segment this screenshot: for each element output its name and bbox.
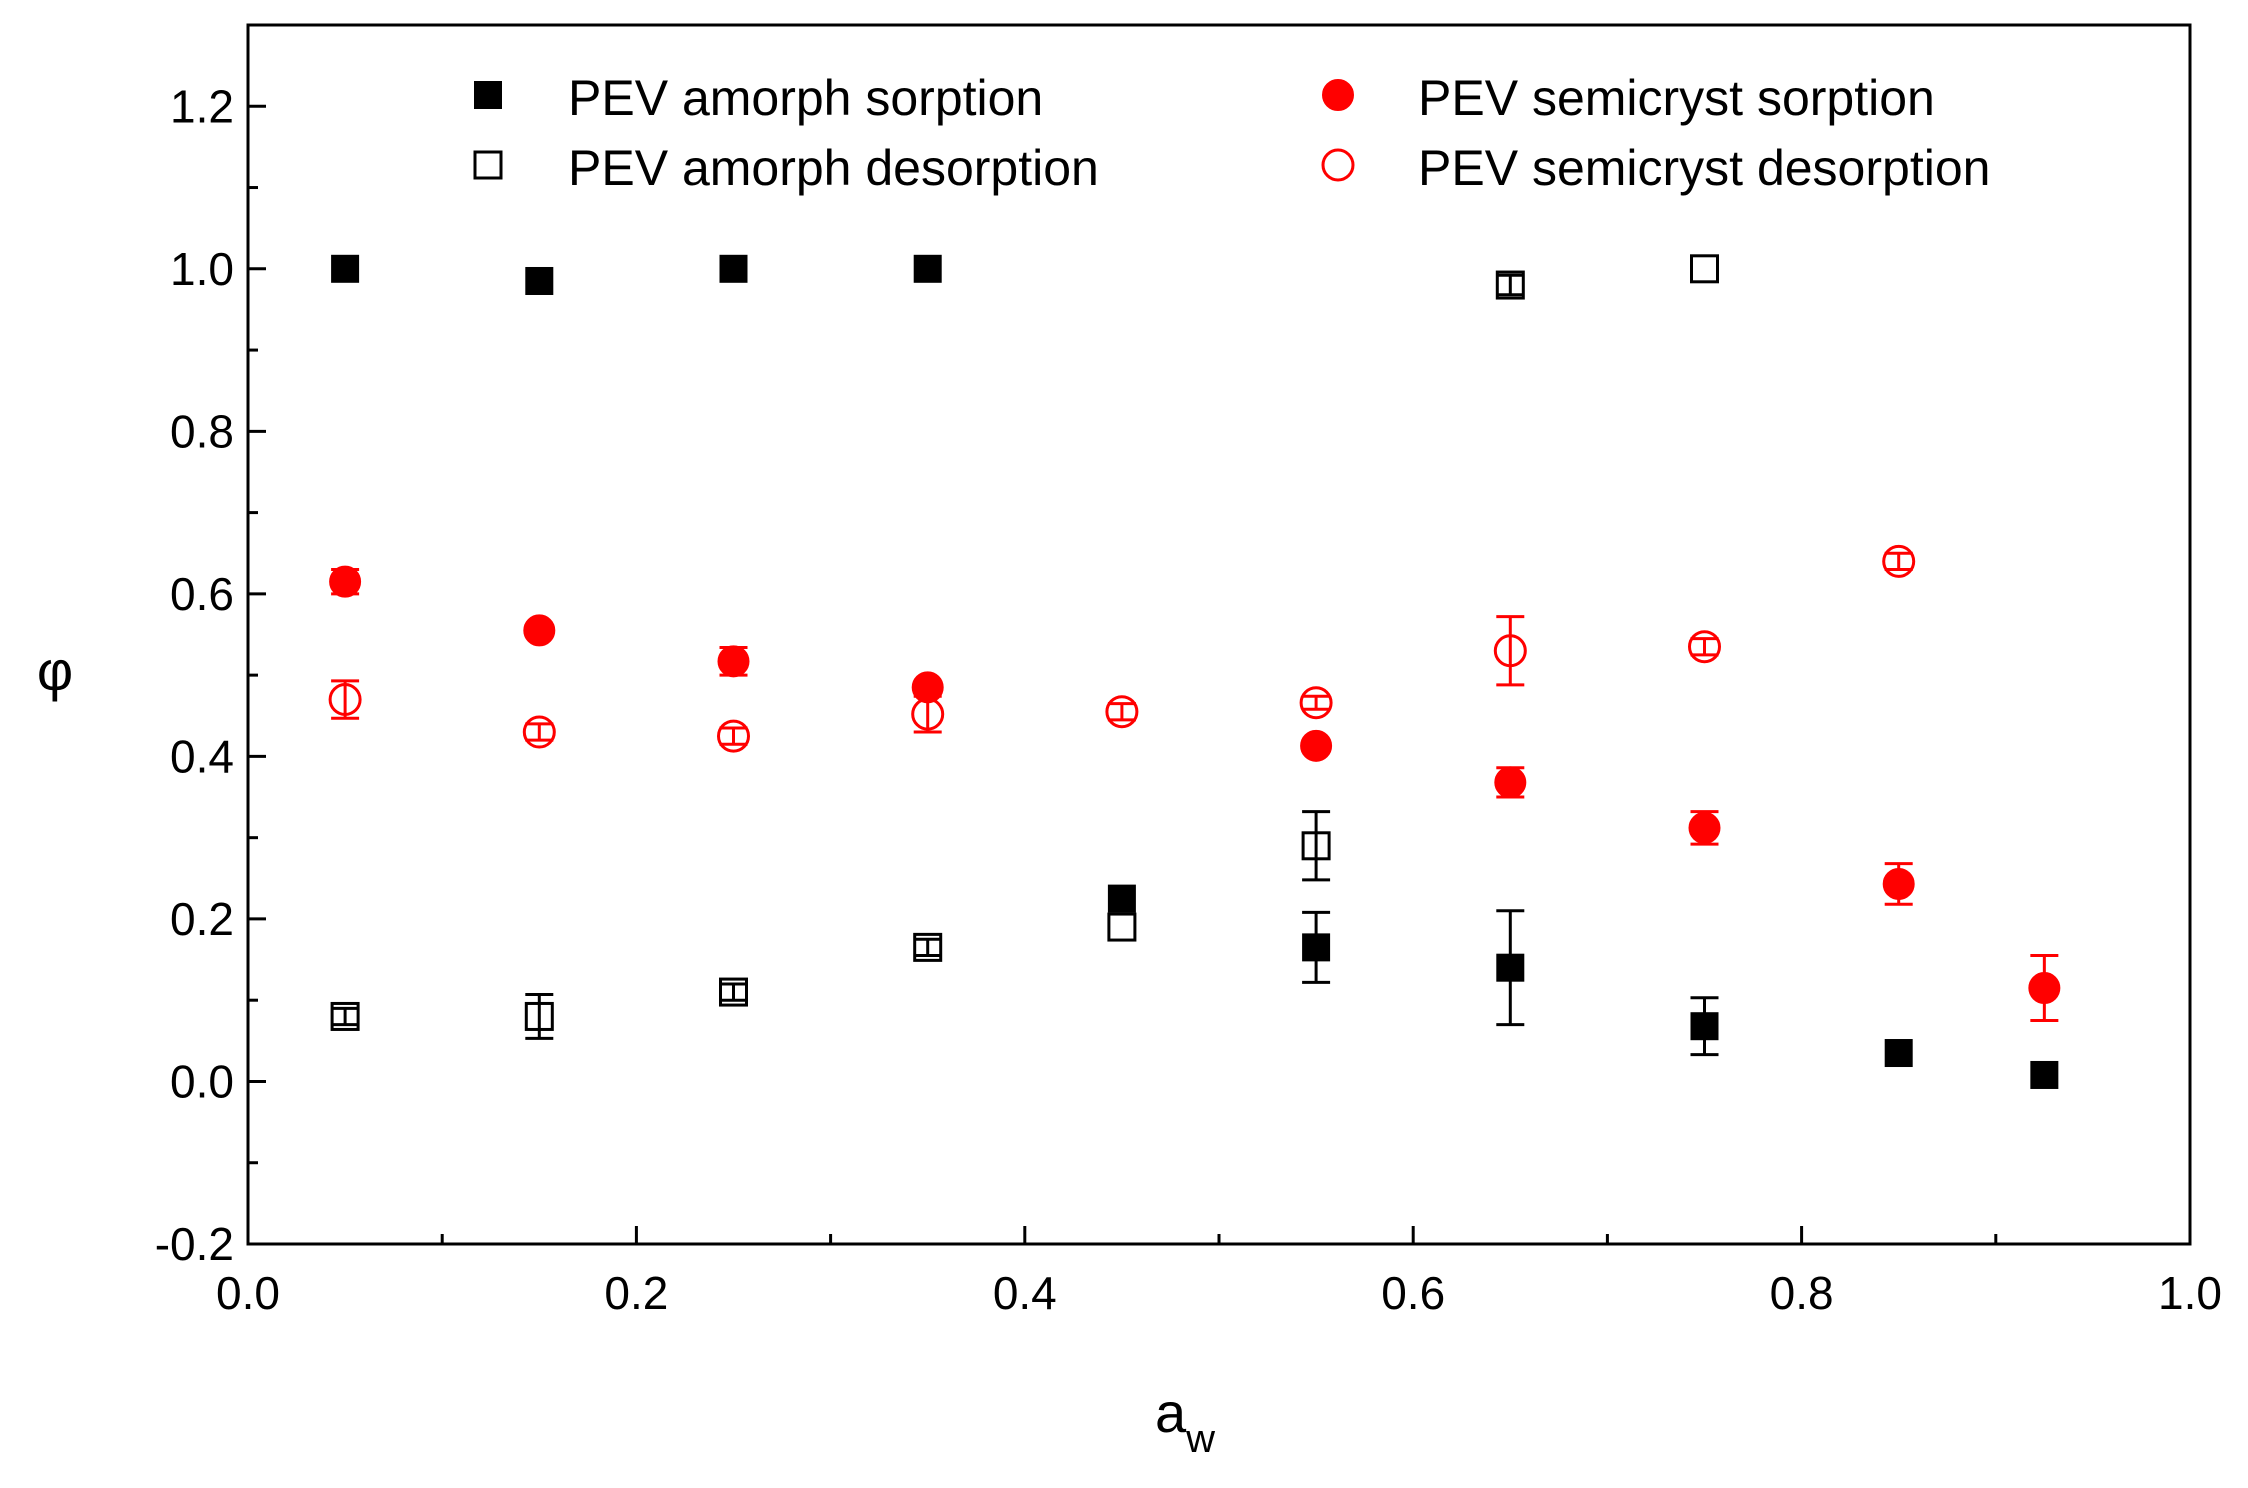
data-point bbox=[719, 254, 748, 283]
x-axis-title-main: a bbox=[1155, 1381, 1187, 1444]
x-axis: 0.0 0.2 0.4 0.6 0.8 1.0 bbox=[216, 1226, 2222, 1319]
data-point bbox=[522, 715, 556, 749]
data-point bbox=[1302, 933, 1331, 962]
data-point bbox=[1884, 1039, 1913, 1068]
series-pev-semicryst-sorption bbox=[329, 565, 2061, 1023]
y-tick-label: 0.2 bbox=[170, 893, 234, 945]
data-point bbox=[1688, 630, 1721, 664]
data-point bbox=[913, 932, 943, 962]
data-point bbox=[1495, 270, 1525, 300]
x-axis-title: aw bbox=[1155, 1381, 1215, 1461]
data-point bbox=[717, 719, 750, 753]
legend-label: PEV amorph desorption bbox=[568, 140, 1099, 196]
data-point bbox=[1690, 1012, 1719, 1041]
data-point bbox=[717, 645, 750, 678]
x-axis-title-subscript: w bbox=[1185, 1417, 1215, 1461]
data-point bbox=[1105, 695, 1139, 729]
legend-entry: PEV semicryst desorption bbox=[1321, 140, 1990, 196]
data-point bbox=[2030, 1060, 2059, 1089]
y-tick-label: 1.2 bbox=[170, 80, 234, 132]
data-point bbox=[330, 1001, 360, 1031]
legend-label: PEV semicryst desorption bbox=[1418, 140, 1990, 196]
legend-marker bbox=[1321, 148, 1355, 182]
data-point bbox=[525, 266, 554, 295]
y-axis-title: φ bbox=[37, 639, 73, 702]
series-layer bbox=[328, 254, 2061, 1089]
data-point bbox=[1493, 634, 1527, 668]
legend-marker bbox=[473, 150, 503, 180]
x-tick-label: 0.0 bbox=[216, 1267, 280, 1319]
data-point bbox=[1688, 811, 1721, 844]
legend-label: PEV semicryst sorption bbox=[1418, 70, 1935, 126]
data-point bbox=[1299, 686, 1333, 720]
data-point bbox=[1301, 831, 1331, 861]
series-pev-amorph-sorption bbox=[331, 254, 2059, 1089]
y-tick-label: 1.0 bbox=[170, 243, 234, 295]
x-tick-label: 0.6 bbox=[1381, 1267, 1445, 1319]
data-point bbox=[329, 565, 362, 598]
data-point bbox=[331, 254, 360, 283]
x-tick-label: 0.8 bbox=[1770, 1267, 1834, 1319]
data-point bbox=[1690, 254, 1719, 284]
data-point bbox=[911, 697, 945, 731]
data-point bbox=[523, 614, 556, 647]
series-pev-amorph-desorption bbox=[330, 254, 1719, 1040]
data-point bbox=[1107, 912, 1137, 942]
y-tick-label: 0.4 bbox=[170, 730, 234, 782]
data-point bbox=[719, 977, 748, 1007]
data-point bbox=[1882, 867, 1915, 900]
data-point bbox=[328, 683, 362, 717]
x-tick-label: 0.4 bbox=[993, 1267, 1057, 1319]
data-point bbox=[1494, 766, 1527, 799]
legend-label: PEV amorph sorption bbox=[568, 70, 1043, 126]
y-tick-label: 0.6 bbox=[170, 568, 234, 620]
x-tick-label: 0.2 bbox=[604, 1267, 668, 1319]
data-point bbox=[1496, 953, 1525, 982]
legend-entry: PEV semicryst sorption bbox=[1322, 70, 1935, 126]
y-tick-label: -0.2 bbox=[155, 1218, 234, 1270]
y-axis: -0.2 0.0 0.2 0.4 0.6 0.8 1.0 1.2 bbox=[155, 80, 266, 1270]
data-point bbox=[1107, 884, 1136, 913]
data-point bbox=[524, 1001, 554, 1031]
y-tick-label: 0.0 bbox=[170, 1055, 234, 1107]
data-point bbox=[913, 254, 942, 283]
series-pev-semicryst-desorption bbox=[328, 544, 1916, 753]
y-tick-label: 0.8 bbox=[170, 405, 234, 457]
data-point bbox=[1300, 729, 1333, 762]
legend-marker bbox=[474, 81, 502, 109]
legend-marker bbox=[1322, 79, 1354, 111]
data-point bbox=[1882, 544, 1916, 578]
legend: PEV amorph sorption PEV amorph desorption… bbox=[473, 70, 1990, 196]
x-tick-label: 1.0 bbox=[2158, 1267, 2222, 1319]
data-point bbox=[2028, 972, 2061, 1005]
legend-entry: PEV amorph sorption bbox=[474, 70, 1043, 126]
legend-entry: PEV amorph desorption bbox=[473, 140, 1099, 196]
